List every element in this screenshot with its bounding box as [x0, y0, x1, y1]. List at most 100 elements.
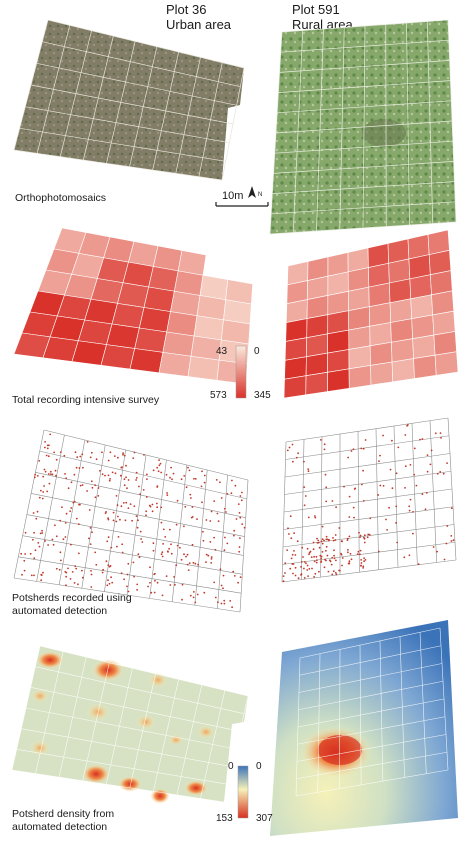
potsherd-point — [210, 558, 213, 560]
potsherd-point — [340, 552, 342, 555]
potsherd-point — [158, 464, 161, 467]
grid-line — [21, 728, 233, 767]
potsherd-point — [101, 473, 104, 476]
potsherd-point — [33, 574, 35, 577]
potsherd-point — [63, 454, 66, 457]
detections-rural — [281, 417, 457, 583]
potsherd-point — [200, 485, 203, 488]
potsherd-point — [201, 470, 203, 473]
potsherd-point — [194, 562, 197, 565]
potsherd-point — [439, 471, 442, 473]
caption-density-line1: Potsherd density from — [12, 808, 115, 820]
potsherd-point — [303, 567, 305, 570]
potsherd-point — [325, 538, 328, 541]
survey-cell — [348, 325, 371, 350]
potsherd-point — [50, 473, 52, 475]
potsherd-point — [363, 536, 365, 539]
potsherd-point — [225, 511, 227, 513]
grid-line — [16, 749, 229, 785]
potsherd-point — [183, 475, 186, 477]
potsherd-point — [321, 542, 324, 545]
potsherd-point — [210, 562, 213, 564]
potsherd-point — [306, 547, 309, 550]
potsherd-point — [137, 519, 139, 522]
potsherd-point — [334, 534, 337, 536]
potsherd-point — [190, 516, 193, 519]
potsherd-point — [348, 560, 351, 563]
potsherd-point — [183, 553, 185, 556]
grid-line — [274, 140, 453, 154]
grid-line — [277, 100, 452, 114]
potsherd-point — [160, 506, 163, 509]
potsherd-point — [124, 519, 127, 522]
grid-line — [282, 541, 456, 565]
potsherd-point — [107, 536, 110, 539]
caption-density-line2: automated detection — [12, 821, 108, 833]
survey-cell — [162, 331, 195, 357]
potsherd-point — [219, 481, 221, 484]
potsherd-point — [223, 602, 226, 605]
potsherd-point — [140, 538, 143, 540]
potsherd-point — [117, 456, 119, 459]
potsherd-point — [363, 557, 365, 559]
potsherd-point — [240, 499, 243, 502]
potsherd-point — [65, 584, 67, 587]
potsherd-point — [90, 570, 92, 572]
potsherd-point — [312, 541, 315, 544]
potsherd-point — [331, 500, 334, 502]
potsherd-point — [325, 535, 328, 538]
potsherd-point — [235, 518, 238, 520]
potsherd-point — [291, 443, 294, 446]
potsherd-point — [121, 543, 124, 546]
potsherd-point — [47, 473, 50, 475]
potsherd-point — [64, 536, 67, 538]
potsherd-point — [186, 563, 189, 566]
potsherd-point — [311, 567, 313, 570]
potsherd-point — [125, 464, 127, 467]
potsherd-point — [123, 478, 126, 481]
potsherd-point — [343, 485, 345, 488]
survey-cell — [413, 354, 437, 379]
grid-line — [42, 41, 241, 88]
potsherd-point — [307, 470, 310, 473]
survey-cell — [391, 338, 414, 363]
potsherd-point — [95, 458, 98, 461]
potsherd-point — [395, 522, 397, 524]
grid-line — [296, 734, 447, 762]
potsherd-point — [166, 550, 169, 553]
potsherd-point — [226, 493, 229, 495]
grid-line — [43, 429, 249, 481]
potsherd-point — [189, 493, 192, 496]
legend-intensive-right-min: 0 — [254, 346, 260, 357]
potsherd-point — [24, 553, 26, 555]
potsherd-point — [303, 561, 306, 563]
grid-line — [31, 493, 245, 537]
potsherd-point — [29, 552, 32, 555]
potsherd-point — [62, 538, 65, 541]
grid-line — [278, 80, 451, 93]
potsherd-point — [154, 579, 156, 582]
potsherd-point — [132, 561, 135, 564]
grid-line — [298, 680, 444, 711]
potsherd-point — [44, 470, 47, 473]
grid-line — [149, 459, 167, 599]
potsherd-point — [243, 526, 246, 529]
potsherd-point — [239, 576, 242, 578]
survey-cell — [117, 282, 150, 308]
caption-potsherds-detection: Potsherds recorded using automated detec… — [12, 592, 132, 618]
potsherd-point — [53, 451, 55, 454]
potsherd-point — [196, 518, 198, 520]
potsherd-point — [159, 462, 162, 465]
potsherd-point — [310, 556, 313, 558]
potsherd-point — [348, 516, 351, 518]
potsherd-point — [403, 556, 406, 559]
potsherd-point — [107, 564, 110, 567]
potsherd-point — [38, 545, 41, 548]
legend-intensive-bar — [235, 345, 247, 399]
potsherd-point — [181, 583, 184, 586]
potsherd-point — [170, 552, 173, 555]
grid-line — [280, 39, 449, 53]
potsherd-point — [308, 568, 311, 570]
potsherd-point — [136, 589, 139, 591]
grid-line — [217, 474, 228, 609]
